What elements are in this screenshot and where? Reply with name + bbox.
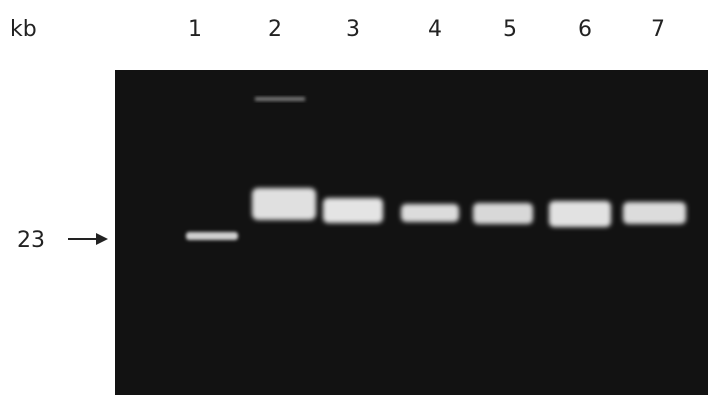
lane-labels: 1 2 3 4 5 6 7	[188, 17, 665, 42]
lane-label: 4	[428, 17, 442, 42]
well-streak	[255, 97, 305, 101]
band	[549, 201, 611, 227]
lane-label: 5	[503, 17, 517, 42]
lane-label: 1	[188, 17, 202, 42]
lane-label: 2	[268, 17, 282, 42]
band	[473, 203, 533, 224]
band	[623, 202, 686, 224]
band	[401, 204, 459, 222]
lane-label: 6	[578, 17, 592, 42]
unit-label: kb	[10, 17, 37, 42]
lane-label: 7	[651, 17, 665, 42]
band	[323, 198, 383, 223]
marker-arrow	[68, 233, 108, 245]
band	[252, 188, 316, 220]
marker-label: 23	[17, 228, 45, 253]
page: kb 1 2 3 4 5 6 7 23 (() => { const data …	[0, 0, 708, 395]
gel-figure: kb 1 2 3 4 5 6 7 23	[0, 0, 708, 395]
lane-label: 3	[346, 17, 360, 42]
arrow-head	[96, 233, 108, 245]
band	[186, 232, 238, 240]
